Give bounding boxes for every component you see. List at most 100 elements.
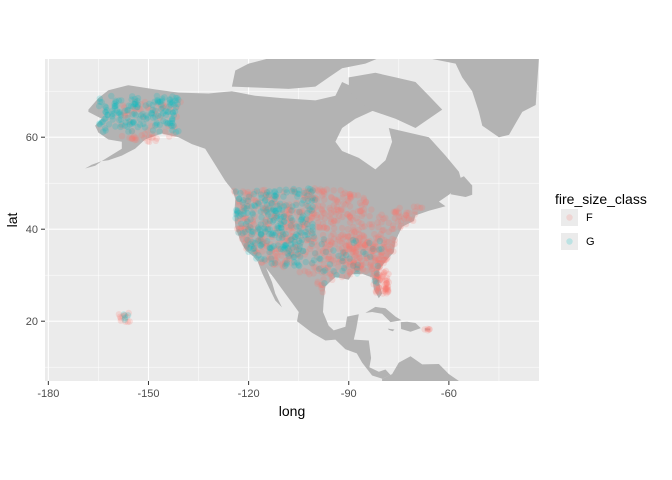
point-G: [300, 197, 307, 204]
point-F: [374, 219, 381, 226]
point-F: [350, 229, 358, 236]
point-F: [244, 188, 252, 196]
point-G: [288, 207, 295, 214]
point-F: [321, 190, 328, 198]
point-G: [243, 242, 250, 250]
point-G: [287, 214, 294, 222]
point-F: [297, 233, 305, 240]
point-G: [171, 108, 179, 115]
point-G: [264, 209, 271, 216]
point-F: [392, 208, 399, 215]
point-G: [354, 261, 361, 269]
point-F: [152, 111, 160, 118]
point-F: [408, 216, 415, 223]
point-F: [274, 258, 281, 266]
point-F: [132, 134, 139, 142]
point-F: [329, 276, 336, 283]
point-F: [137, 101, 145, 108]
point-F: [325, 238, 332, 245]
point-F: [269, 205, 276, 212]
point-F: [340, 248, 347, 255]
point-G: [269, 231, 276, 238]
x-axis: -180 -150 -120 -90 -60: [37, 381, 457, 400]
point-G: [304, 209, 311, 217]
point-G: [170, 122, 177, 129]
point-F: [239, 188, 247, 195]
point-F: [373, 265, 381, 272]
point-F: [314, 202, 322, 209]
point-F: [128, 135, 136, 142]
point-G: [129, 93, 136, 100]
point-G: [130, 119, 137, 127]
point-G: [96, 120, 103, 127]
point-F: [343, 272, 351, 279]
point-F: [390, 208, 397, 216]
point-F: [314, 278, 321, 285]
point-F: [359, 223, 366, 231]
point-F: [265, 256, 272, 263]
point-F: [373, 289, 380, 296]
point-G: [294, 193, 301, 200]
point-F: [237, 225, 245, 232]
point-F: [277, 248, 284, 255]
point-G: [281, 218, 288, 225]
point-G: [304, 202, 311, 210]
point-F: [340, 249, 347, 257]
point-G: [149, 106, 156, 114]
point-F: [376, 277, 383, 284]
point-G: [120, 311, 128, 318]
point-G: [339, 257, 346, 265]
point-F: [247, 191, 254, 198]
point-F: [250, 206, 257, 214]
point-F: [305, 191, 313, 198]
point-G: [258, 255, 265, 263]
point-G: [283, 261, 290, 268]
point-F: [357, 243, 364, 251]
point-G: [291, 241, 299, 248]
point-G: [132, 111, 139, 119]
point-F: [144, 127, 151, 134]
point-F: [341, 266, 348, 273]
point-F: [374, 276, 381, 283]
point-F: [335, 207, 342, 214]
point-F: [372, 288, 379, 295]
point-F: [368, 259, 375, 267]
point-F: [320, 260, 327, 268]
point-F: [376, 276, 383, 284]
point-F: [330, 230, 337, 237]
point-G: [291, 238, 298, 246]
point-G: [131, 101, 139, 108]
point-G: [294, 190, 301, 197]
point-G: [297, 239, 304, 246]
point-F: [141, 130, 148, 138]
point-F: [356, 254, 363, 261]
point-G: [305, 185, 312, 192]
point-G: [287, 222, 295, 229]
point-F: [282, 257, 289, 265]
point-F: [350, 242, 358, 249]
point-F: [308, 214, 316, 221]
point-G: [169, 100, 176, 107]
point-F: [383, 280, 390, 287]
point-F: [307, 237, 315, 245]
point-G: [255, 252, 262, 259]
point-F: [287, 220, 294, 227]
point-G: [132, 99, 139, 106]
point-F: [301, 267, 308, 275]
point-F: [380, 240, 388, 247]
point-G: [289, 244, 296, 251]
point-F: [285, 237, 293, 244]
point-F: [382, 281, 389, 288]
point-F: [345, 246, 352, 253]
point-G: [98, 119, 105, 126]
point-F: [241, 240, 248, 247]
point-G: [142, 102, 149, 109]
point-F: [271, 213, 278, 220]
point-G: [248, 231, 255, 238]
point-F: [342, 241, 349, 248]
point-F: [379, 273, 386, 281]
point-G: [271, 192, 278, 199]
point-F: [380, 215, 387, 222]
point-G: [373, 270, 381, 277]
point-G: [270, 207, 278, 215]
